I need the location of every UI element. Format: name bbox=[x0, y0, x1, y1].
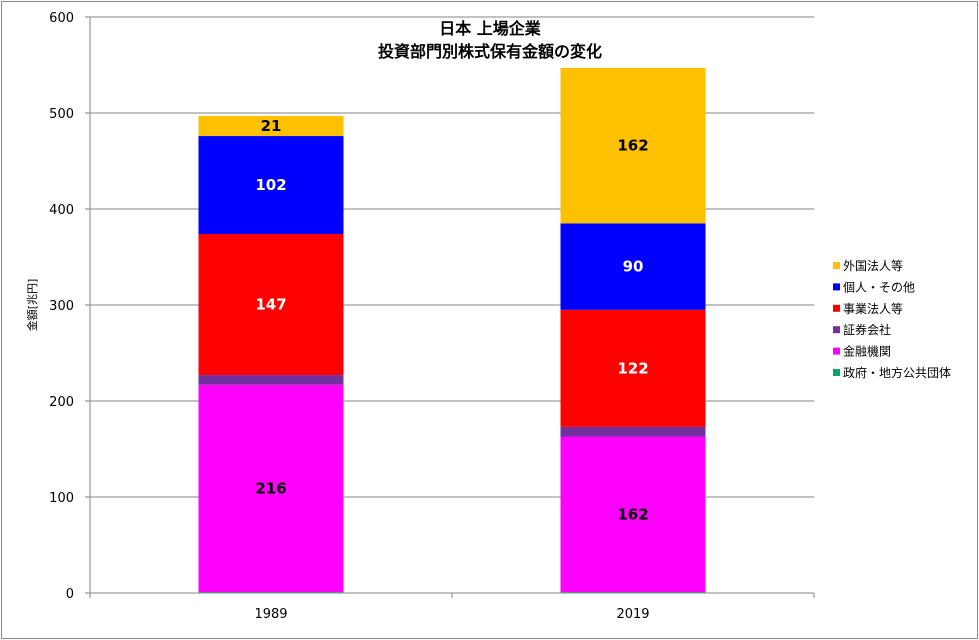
legend-swatch bbox=[833, 326, 840, 334]
chart-title-line-2: 投資部門別株式保有金額の変化 bbox=[378, 42, 602, 61]
y-tick-label: 200 bbox=[49, 395, 74, 410]
legend-swatch bbox=[833, 262, 840, 269]
data-label: 102 bbox=[255, 176, 286, 194]
data-label: 162 bbox=[617, 505, 648, 523]
legend-swatch bbox=[833, 283, 840, 291]
bar-segment bbox=[560, 309, 706, 427]
data-labels: 216 147 102 21 162 122 90 162 bbox=[255, 117, 648, 523]
bar-segment bbox=[198, 384, 344, 593]
data-label: 147 bbox=[255, 296, 286, 314]
y-axis-label: 金額[兆円] bbox=[25, 279, 39, 332]
bar-segment bbox=[198, 115, 344, 137]
y-tick-label: 100 bbox=[49, 491, 74, 506]
chart-title-line-1: 日本 上場企業 bbox=[439, 19, 542, 38]
bar-segment bbox=[560, 67, 706, 224]
legend-label: 政府・地方公共団体 bbox=[843, 365, 951, 380]
data-label: 216 bbox=[255, 479, 286, 497]
y-tick-label: 400 bbox=[49, 203, 74, 218]
bar-segment bbox=[560, 426, 706, 437]
legend-swatch bbox=[833, 304, 840, 312]
x-tick-labels: 1989 2019 bbox=[254, 607, 649, 622]
bar-segment bbox=[198, 136, 344, 234]
y-tick-label: 300 bbox=[49, 299, 74, 314]
y-tick-labels: 0 100 200 300 400 500 600 bbox=[49, 11, 74, 602]
legend-label: 金融機関 bbox=[843, 344, 891, 359]
legend-label: 事業法人等 bbox=[843, 302, 903, 316]
data-label: 90 bbox=[623, 258, 644, 276]
legend-label: 外国法人等 bbox=[843, 259, 903, 273]
y-tick-label: 0 bbox=[66, 587, 74, 602]
x-tick-label: 2019 bbox=[616, 607, 649, 622]
data-label: 162 bbox=[617, 137, 648, 155]
axes bbox=[89, 17, 814, 594]
legend-label: 個人・その他 bbox=[843, 280, 915, 294]
y-tick-label: 500 bbox=[49, 107, 74, 122]
legend-swatch bbox=[833, 347, 840, 355]
data-label: 122 bbox=[617, 359, 648, 377]
legend-label: 証券会社 bbox=[843, 322, 891, 337]
y-tick-label: 600 bbox=[49, 11, 74, 26]
data-label: 21 bbox=[261, 117, 282, 135]
x-tick-label: 1989 bbox=[254, 607, 287, 622]
bar-segment bbox=[560, 223, 706, 310]
bars bbox=[198, 67, 706, 593]
bar-segment bbox=[560, 436, 706, 593]
bar-segment bbox=[198, 233, 344, 376]
bar-segment bbox=[198, 375, 344, 385]
legend-swatch bbox=[833, 369, 840, 376]
